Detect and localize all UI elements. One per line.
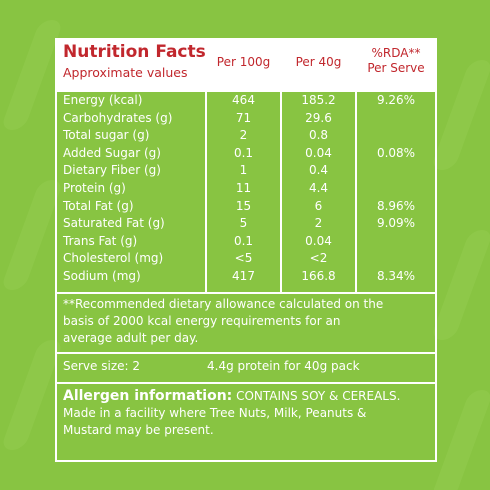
- nutrient-name: Protein (g): [63, 181, 126, 195]
- nutrient-name: Saturated Fat (g): [63, 216, 165, 231]
- allergen-facility: Made in a facility where Tree Nuts, Milk…: [63, 406, 367, 437]
- nutrient-value: 2: [239, 128, 248, 143]
- nutrient-value: 5: [239, 216, 248, 231]
- nutrient-value: <2: [309, 251, 328, 266]
- nutrient-value: 0.8: [308, 128, 329, 143]
- nutrient-value: 9.09%: [376, 216, 416, 231]
- nutrient-value: 417: [232, 269, 255, 283]
- nutrient-value: 4.4: [308, 181, 329, 195]
- allergen-contains: CONTAINS SOY & CEREALS.: [236, 389, 401, 403]
- nutrient-value: 15: [235, 198, 252, 213]
- nutrient-name: Sodium (mg): [63, 269, 141, 283]
- nutrient-value: 166.8: [301, 269, 336, 283]
- nutrient-value: 11: [235, 181, 252, 195]
- nutrient-name: Added Sugar (g): [63, 145, 161, 160]
- column-header: Per Serve: [367, 61, 425, 75]
- nutrient-value: 0.4: [308, 163, 329, 178]
- nutrition-box: Nutrition Facts Approximate values Per 1…: [55, 38, 437, 462]
- nutrient-value: 8.96%: [376, 198, 416, 213]
- nutrient-name: Cholesterol (mg): [63, 251, 164, 266]
- nutrient-value: 0.1: [233, 233, 254, 248]
- subtitle: Approximate values: [63, 65, 188, 80]
- nutrient-value: 1: [239, 163, 248, 178]
- header-row: [57, 40, 435, 90]
- title: Nutrition Facts: [63, 42, 206, 62]
- nutrient-value: 8.34%: [376, 269, 416, 283]
- nutrient-value: 0.04: [305, 233, 332, 248]
- nutrient-value: <5: [234, 251, 253, 266]
- nutrient-value: 71: [235, 110, 252, 125]
- column-header: Per 100g: [216, 55, 271, 69]
- footnote: **Recommended dietary allowance calculat…: [63, 297, 384, 345]
- nutrient-value: 2: [314, 216, 323, 231]
- nutrient-name: Carbohydrates (g): [63, 110, 173, 125]
- nutrient-value: 464: [232, 93, 255, 107]
- nutrient-value: 9.26%: [376, 93, 416, 107]
- nutrient-name: Trans Fat (g): [63, 233, 138, 248]
- column-header: Per 40g: [295, 55, 342, 69]
- nutrient-value: 29.6: [305, 110, 332, 125]
- nutrient-value: 0.1: [233, 145, 254, 160]
- nutrient-value: 185.2: [301, 93, 336, 107]
- nutrient-value: 0.04: [305, 145, 332, 160]
- nutrient-name: Total Fat (g): [63, 198, 134, 213]
- serve-size: Serve size: 2: [63, 359, 140, 373]
- nutrient-name: Dietary Fiber (g): [63, 163, 161, 178]
- allergen: Allergen information: CONTAINS SOY & CER…: [63, 388, 413, 439]
- nutrient-value: 0.08%: [376, 145, 416, 160]
- serve-protein: 4.4g protein for 40g pack: [207, 359, 360, 373]
- allergen-heading: Allergen information:: [63, 388, 233, 404]
- nutrient-name: Total sugar (g): [63, 128, 150, 143]
- nutrient-value: 6: [314, 198, 323, 213]
- nutrient-name: Energy (kcal): [63, 93, 143, 107]
- column-header: %RDA**: [371, 46, 421, 60]
